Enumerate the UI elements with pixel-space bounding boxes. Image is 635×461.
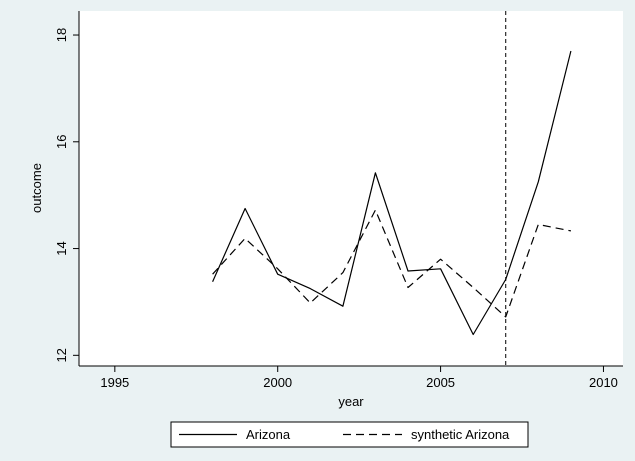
y-axis-title: outcome [29, 163, 44, 213]
series-line-synthetic-arizona [212, 209, 572, 318]
legend-label-synthetic-arizona: synthetic Arizona [411, 427, 510, 442]
series-layer [212, 50, 572, 336]
x-axis-ticks: 1995 2000 2005 2010 [100, 366, 618, 390]
y-axis-ticks: 12 14 16 18 [54, 28, 79, 363]
x-tick-label: 2005 [426, 375, 455, 390]
x-axis-title: year [338, 394, 364, 409]
legend: Arizona synthetic Arizona [170, 421, 529, 448]
plot-area [79, 11, 623, 366]
y-tick-label: 12 [54, 348, 69, 362]
y-tick-label: 18 [54, 28, 69, 42]
y-tick-label: 16 [54, 135, 69, 149]
y-tick-label: 14 [54, 241, 69, 255]
x-tick-label: 1995 [100, 375, 129, 390]
x-tick-label: 2000 [263, 375, 292, 390]
legend-label-arizona: Arizona [246, 427, 291, 442]
x-tick-label: 2010 [589, 375, 618, 390]
